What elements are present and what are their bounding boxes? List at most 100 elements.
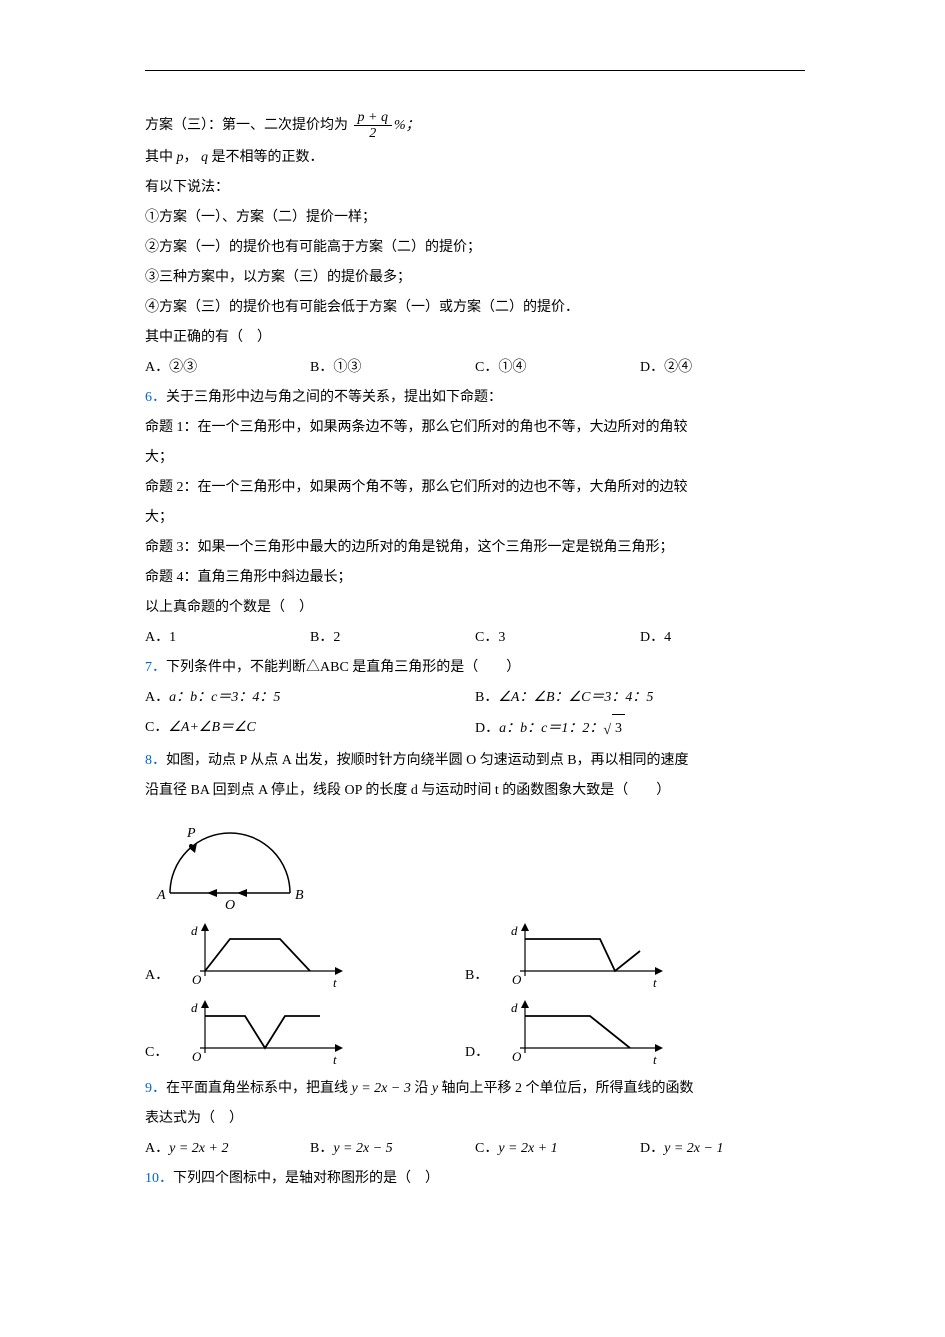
q9-stem-b: 沿: [414, 1081, 428, 1096]
q7-c-pre: C．: [145, 720, 168, 735]
graph-a-o: O: [192, 972, 202, 987]
graph-d-d: d: [511, 1000, 518, 1015]
q5-opt-a: A．②③: [145, 354, 310, 382]
q8-graph-a: d t O: [185, 921, 465, 996]
q8-label-d: D．: [465, 1039, 505, 1073]
q7-num: 7．: [145, 660, 166, 675]
q7-row2: C．∠A+∠B＝∠C D．a：b：c＝1：2：√3: [145, 714, 805, 745]
q8-graph-c: d t O: [185, 998, 465, 1073]
q8-label-c: C．: [145, 1039, 185, 1073]
q8-graph-b: d t O: [505, 921, 805, 996]
q8-stem-a: 如图，动点 P 从点 A 出发，按顺时针方向绕半圆 O 匀速运动到点 B，再以相…: [166, 753, 689, 768]
q6-p2a: 命题 2：在一个三角形中，如果两个角不等，那么它们所对的边也不等，大角所对的边较: [145, 474, 805, 502]
q8-figure: P A B O: [145, 813, 805, 913]
q6-p2b: 大；: [145, 504, 805, 532]
label-o: O: [225, 898, 235, 913]
graph-d-t: t: [653, 1052, 657, 1067]
q6-opt-b: B．2: [310, 624, 475, 652]
q9-opt-b: B．y = 2x − 5: [310, 1135, 475, 1163]
q5-opt-c: C．①④: [475, 354, 640, 382]
q6-num: 6．: [145, 390, 166, 405]
radical-icon: √: [603, 717, 611, 745]
q8-line1: 8．如图，动点 P 从点 A 出发，按顺时针方向绕半圆 O 匀速运动到点 B，再…: [145, 747, 805, 775]
q7-stem: 下列条件中，不能判断△ABC 是直角三角形的是（ ）: [166, 660, 520, 675]
q7-a-pre: A．: [145, 690, 169, 705]
q8-graph-d: d t O: [505, 998, 805, 1073]
q9-opt-a: A．y = 2x + 2: [145, 1135, 310, 1163]
q5-ask: 其中正确的有（ ）: [145, 324, 805, 352]
q5-p: p: [177, 150, 184, 165]
q6-p1a: 命题 1：在一个三角形中，如果两条边不等，那么它们所对的角也不等，大边所对的角较: [145, 414, 805, 442]
q6-stem: 关于三角形中边与角之间的不等关系，提出如下命题：: [166, 390, 502, 405]
graph-b-svg: d t O: [505, 921, 675, 996]
q6-opt-c: C．3: [475, 624, 640, 652]
label-a: A: [156, 888, 166, 903]
graph-c-d: d: [191, 1000, 198, 1015]
q7-opt-a: A．a：b：c＝3：4：5: [145, 684, 475, 712]
q7-d-pre2: a：b：c＝1：2：: [499, 721, 603, 736]
q7-line: 7．下列条件中，不能判断△ABC 是直角三角形的是（ ）: [145, 654, 805, 682]
q9-d-pre: D．: [640, 1141, 664, 1156]
q5-options: A．②③ B．①③ C．①④ D．②④: [145, 354, 805, 382]
q5-frac: p + q 2: [354, 110, 392, 142]
q8-graph-row2: C． d t O D．: [145, 998, 805, 1073]
graph-b-t: t: [653, 975, 657, 990]
q9-a-pre: A．: [145, 1141, 169, 1156]
top-rule: [145, 70, 805, 71]
q5-pq-suf: 是不相等的正数．: [212, 150, 324, 165]
q6-opt-a: A．1: [145, 624, 310, 652]
q10-num: 10．: [145, 1171, 173, 1186]
q5-s4: ④方案（三）的提价也有可能会低于方案（一）或方案（二）的提价．: [145, 294, 805, 322]
q9-num: 9．: [145, 1081, 166, 1096]
q9-c-eq: y = 2x + 1: [498, 1141, 557, 1156]
q5-opt-d: D．②④: [640, 354, 805, 382]
q9-eq1: y = 2x − 3: [352, 1081, 411, 1096]
graph-a-t: t: [333, 975, 337, 990]
q5-s1: ①方案（一）、方案（二）提价一样；: [145, 204, 805, 232]
q7-opt-c: C．∠A+∠B＝∠C: [145, 714, 475, 745]
q8-label-b: B．: [465, 962, 505, 996]
q9-stem-c: 轴向上平移 2 个单位后，所得直线的函数: [442, 1081, 694, 1096]
q8-num: 8．: [145, 753, 166, 768]
q7-b-body: ∠A：∠B：∠C＝3：4：5: [498, 690, 653, 705]
q9-opt-d: D．y = 2x − 1: [640, 1135, 805, 1163]
q7-a-body: a：b：c＝3：4：5: [169, 690, 280, 705]
q5-scheme3: 方案（三）：第一、二次提价均为 p + q 2 %；: [145, 110, 805, 142]
q10-stem: 下列四个图标中，是轴对称图形的是（ ）: [173, 1171, 439, 1186]
q6-p1b: 大；: [145, 444, 805, 472]
graph-d-o: O: [512, 1049, 522, 1064]
q9-line1: 9．在平面直角坐标系中，把直线 y = 2x − 3 沿 y 轴向上平移 2 个…: [145, 1075, 805, 1103]
q5-pq-line: 其中 p， q 是不相等的正数．: [145, 144, 805, 172]
page: 方案（三）：第一、二次提价均为 p + q 2 %； 其中 p， q 是不相等的…: [0, 0, 945, 1235]
q9-axis: y: [432, 1081, 438, 1096]
graph-a-d: d: [191, 923, 198, 938]
label-p: P: [186, 826, 196, 841]
q6-options: A．1 B．2 C．3 D．4: [145, 624, 805, 652]
q6-p4: 命题 4：直角三角形中斜边最长；: [145, 564, 805, 592]
q5-intro: 有以下说法：: [145, 174, 805, 202]
q5-q: q: [201, 150, 208, 165]
q5-s2: ②方案（一）的提价也有可能高于方案（二）的提价；: [145, 234, 805, 262]
q9-a-eq: y = 2x + 2: [169, 1141, 228, 1156]
q6-p3: 命题 3：如果一个三角形中最大的边所对的角是锐角，这个三角形一定是锐角三角形；: [145, 534, 805, 562]
q7-d-pre: D．: [475, 721, 499, 736]
q7-opt-d: D．a：b：c＝1：2：√3: [475, 714, 805, 745]
q9-opt-c: C．y = 2x + 1: [475, 1135, 640, 1163]
q6-opt-d: D．4: [640, 624, 805, 652]
q9-options: A．y = 2x + 2 B．y = 2x − 5 C．y = 2x + 1 D…: [145, 1135, 805, 1163]
q7-b-pre: B．: [475, 690, 498, 705]
q7-opt-b: B．∠A：∠B：∠C＝3：4：5: [475, 684, 805, 712]
graph-c-svg: d t O: [185, 998, 355, 1073]
q6-line: 6．关于三角形中边与角之间的不等关系，提出如下命题：: [145, 384, 805, 412]
q10-line: 10．下列四个图标中，是轴对称图形的是（ ）: [145, 1165, 805, 1193]
q8-label-a: A．: [145, 962, 185, 996]
semicircle-diagram: P A B O: [145, 813, 315, 913]
q9-b-eq: y = 2x − 5: [333, 1141, 392, 1156]
q5-frac-num: p + q: [354, 110, 392, 126]
graph-a-svg: d t O: [185, 921, 355, 996]
q6-ask: 以上真命题的个数是（ ）: [145, 594, 805, 622]
q5-comma: ，: [184, 150, 198, 165]
q9-line2: 表达式为（ ）: [145, 1105, 805, 1133]
q7-row1: A．a：b：c＝3：4：5 B．∠A：∠B：∠C＝3：4：5: [145, 684, 805, 712]
label-b: B: [295, 888, 304, 903]
